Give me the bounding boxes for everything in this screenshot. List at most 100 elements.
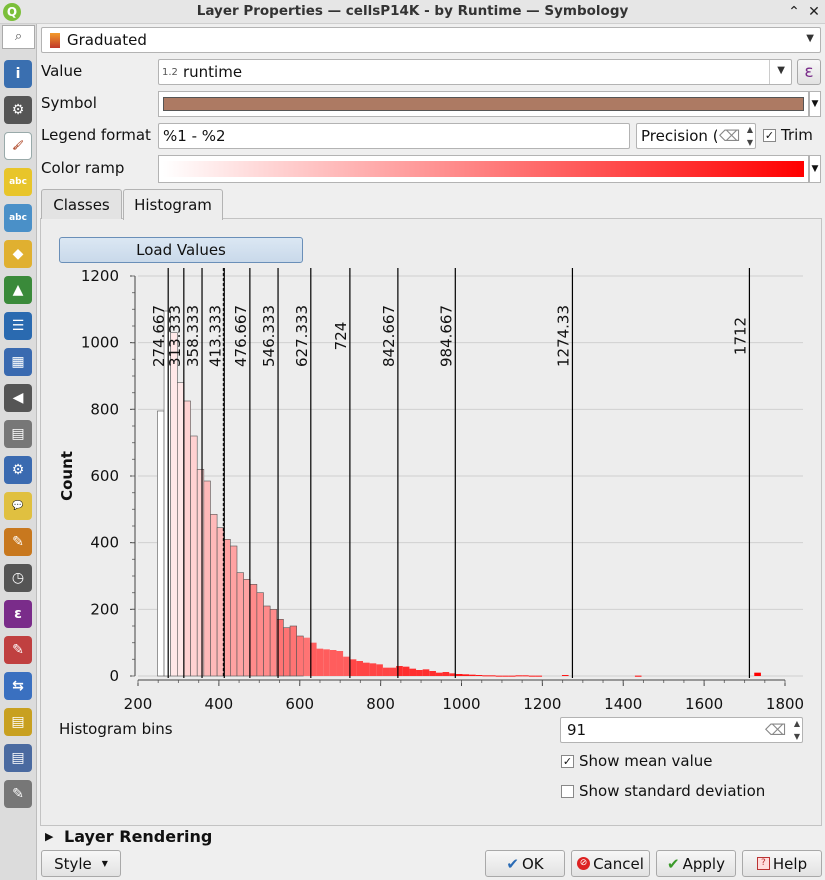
help-icon: ? — [756, 857, 770, 870]
close-icon[interactable]: ✕ — [808, 4, 820, 20]
diagrams-icon[interactable]: ▲ — [4, 276, 32, 304]
display-icon[interactable]: 💬 — [4, 492, 32, 520]
histogram-bar — [469, 674, 476, 676]
histogram-bar — [435, 672, 443, 676]
histogram-bar — [442, 672, 450, 676]
cancel-button[interactable]: ⊘ Cancel — [571, 850, 650, 877]
legend-format-input[interactable]: %1 - %2 — [158, 123, 630, 149]
histogram-bar — [429, 671, 436, 676]
y-tick-label: 400 — [90, 534, 119, 552]
check-icon: ✔ — [667, 854, 680, 873]
rendering-icon[interactable]: ✎ — [4, 528, 32, 556]
3d-view-icon[interactable]: ◆ — [4, 240, 32, 268]
y-tick-label: 0 — [109, 667, 119, 685]
x-tick-label: 1200 — [523, 695, 561, 712]
show-std-label: Show standard deviation — [579, 782, 766, 800]
help-button[interactable]: ? Help — [742, 850, 822, 877]
style-button-label: Style — [54, 854, 92, 873]
apply-button[interactable]: ✔ Apply — [656, 850, 736, 877]
spin-arrows-icon[interactable]: ▲ ▼ — [793, 719, 800, 741]
style-button[interactable]: Style ▼ — [41, 850, 121, 877]
histogram-bar — [230, 545, 238, 677]
histogram-bar — [243, 579, 251, 677]
help-button-label: Help — [772, 854, 808, 873]
symbol-swatch — [163, 97, 804, 111]
information-icon[interactable]: i — [4, 60, 32, 88]
histogram-bins-spinbox[interactable]: 91 ⌫ ▲ ▼ — [560, 717, 803, 743]
histogram-bar — [157, 410, 165, 677]
renderer-combo[interactable]: Graduated ▼ — [41, 27, 821, 53]
attributes-form-icon[interactable]: ▦ — [4, 348, 32, 376]
load-values-button[interactable]: Load Values — [59, 237, 303, 263]
color-ramp-menu-icon[interactable]: ▼ — [809, 155, 821, 183]
histogram-bar — [422, 669, 430, 676]
expression-button[interactable]: ε — [797, 59, 821, 85]
joins-icon[interactable]: ◀ — [4, 384, 32, 412]
precision-spinbox[interactable]: Precision ( ⌫ ▲ ▼ — [636, 123, 756, 149]
histogram-bar — [323, 649, 330, 676]
labels-icon[interactable]: abc — [4, 168, 32, 196]
histogram-bar — [177, 382, 185, 677]
spin-arrows-icon[interactable]: ▲ ▼ — [746, 125, 753, 147]
tab-histogram[interactable]: Histogram — [123, 189, 223, 220]
histogram-bar — [522, 675, 529, 677]
histogram-bar — [449, 673, 456, 676]
digitizing-icon[interactable]: ✎ — [4, 780, 32, 808]
symbol-menu-icon[interactable]: ▼ — [809, 91, 821, 117]
source-icon[interactable]: ⚙ — [4, 96, 32, 124]
window-title: Layer Properties — cellsP14K - by Runtim… — [196, 3, 629, 19]
temporal-icon[interactable]: ◷ — [4, 564, 32, 592]
symbol-label: Symbol — [41, 94, 97, 112]
histogram-bar — [462, 674, 470, 676]
legend-icon[interactable]: ▤ — [4, 708, 32, 736]
renderer-type-label: Graduated — [67, 31, 147, 49]
histogram-bar — [190, 435, 198, 677]
tab-classes[interactable]: Classes — [41, 189, 122, 219]
clear-icon[interactable]: ⌫ — [765, 721, 787, 739]
value-field-combo[interactable]: 1.2 runtime ▼ — [158, 59, 792, 85]
x-tick-label: 600 — [285, 695, 314, 712]
symbol-button[interactable] — [158, 91, 809, 117]
dependencies-icon[interactable]: ⇆ — [4, 672, 32, 700]
cancel-icon: ⊘ — [577, 857, 591, 870]
x-tick-label: 1400 — [604, 695, 642, 712]
server-icon[interactable]: ▤ — [4, 744, 32, 772]
masks-icon[interactable]: abc — [4, 204, 32, 232]
sidebar-search-input[interactable]: ⌕ — [2, 25, 35, 49]
expand-arrow-icon[interactable]: ▶ — [45, 830, 54, 843]
clear-icon[interactable]: ⌫ — [719, 127, 741, 145]
color-ramp-swatch — [163, 161, 804, 177]
histogram-bar — [196, 469, 205, 677]
class-break-label: 313.333 — [166, 305, 184, 367]
histogram-chart: 0 200 400 600 800 1000 1200 200 400 600 800 1000 120… — [58, 267, 804, 712]
y-tick-label: 1000 — [81, 334, 119, 352]
variables-icon[interactable]: ε — [4, 600, 32, 628]
ok-button[interactable]: ✔ OK — [485, 850, 565, 877]
histogram-bar — [289, 625, 297, 677]
color-ramp-button[interactable] — [158, 155, 809, 183]
symbology-icon[interactable]: 🖌 — [4, 132, 32, 160]
histogram-bins-label: Histogram bins — [59, 720, 173, 738]
trim-checkbox[interactable]: ✓ — [763, 129, 776, 142]
histogram-bar — [369, 663, 377, 676]
histogram-bar — [296, 635, 304, 677]
show-std-checkbox[interactable] — [561, 785, 574, 798]
minimize-icon[interactable]: ⌃ — [788, 4, 800, 20]
fields-icon[interactable]: ☰ — [4, 312, 32, 340]
metadata-icon[interactable]: ✎ — [4, 636, 32, 664]
show-mean-checkbox[interactable]: ✓ — [561, 755, 574, 768]
class-break-label: 1274.33 — [554, 305, 572, 367]
class-break-label: 546.333 — [260, 305, 278, 367]
x-tick-label: 200 — [124, 695, 153, 712]
auxiliary-storage-icon[interactable]: ▤ — [4, 420, 32, 448]
histogram-bar — [316, 648, 324, 676]
histogram-bar — [343, 656, 350, 676]
actions-icon[interactable]: ⚙ — [4, 456, 32, 484]
histogram-bar — [236, 572, 244, 677]
x-tick-label: 400 — [205, 695, 234, 712]
check-icon: ✔ — [506, 854, 519, 873]
layer-rendering-header[interactable]: Layer Rendering — [64, 827, 213, 846]
histogram-bar — [508, 675, 516, 677]
y-tick-label: 600 — [90, 467, 119, 485]
histogram-bar — [309, 642, 317, 676]
